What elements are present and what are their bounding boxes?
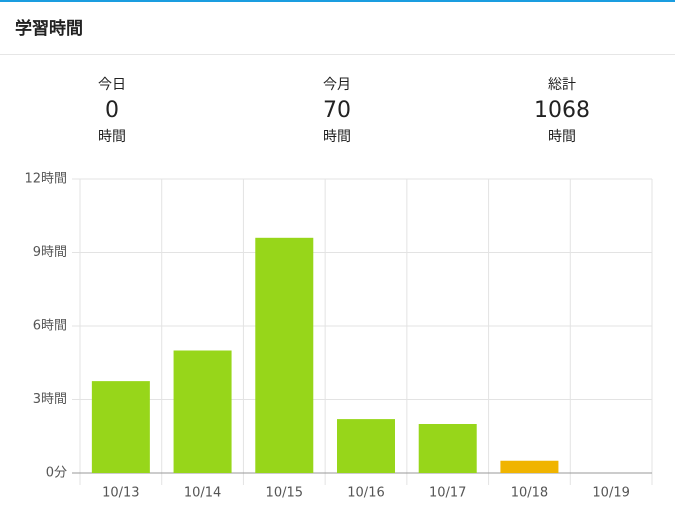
stat: 今月 70 時間: [262, 74, 412, 146]
stat-label: 今月: [323, 77, 351, 93]
stat: 今日 0 時間: [37, 74, 187, 146]
x-tick-label: 10/17: [429, 486, 466, 501]
stat-value: 1068: [534, 98, 590, 123]
bar: [173, 350, 232, 473]
stat-unit: 時間: [323, 129, 351, 145]
y-tick-label: 9時間: [33, 245, 67, 260]
bar: [337, 419, 395, 473]
y-tick-label: 12時間: [24, 172, 67, 187]
x-tick-label: 10/15: [266, 486, 303, 501]
card-title: 学習時間: [15, 19, 83, 39]
x-tick-label: 10/13: [102, 486, 139, 501]
bar: [500, 460, 559, 473]
stat-label: 今日: [98, 77, 126, 93]
stat-value: 0: [105, 98, 119, 123]
bar: [418, 424, 477, 473]
x-tick-label: 10/14: [184, 486, 221, 501]
divider: [0, 54, 675, 55]
x-tick-label: 10/18: [511, 486, 548, 501]
chart: 0分 3時間 6時間 9時間 12時間 10/13 10/14 10/15 10/16 10/17…: [24, 172, 653, 501]
y-tick-label: 3時間: [33, 392, 67, 407]
stat: 総計 1068 時間: [487, 74, 637, 146]
x-tick-label: 10/16: [347, 486, 384, 501]
stat-label: 総計: [548, 77, 576, 93]
bar: [255, 237, 314, 473]
bar: [91, 381, 150, 473]
y-tick-label: 0分: [46, 466, 67, 481]
stat-unit: 時間: [548, 129, 576, 145]
stat-unit: 時間: [98, 129, 126, 145]
x-tick-label: 10/19: [592, 486, 629, 501]
top-accent: [0, 0, 675, 2]
y-tick-label: 6時間: [33, 319, 67, 334]
stat-value: 70: [323, 98, 351, 123]
